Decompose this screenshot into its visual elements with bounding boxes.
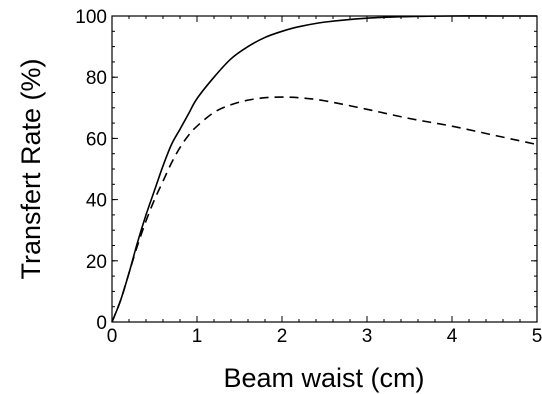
tick-marks: [111, 15, 538, 323]
y-tick-label: 100: [75, 7, 107, 28]
solid-series-line: [111, 15, 537, 323]
x-tick-label: 3: [362, 326, 373, 347]
x-axis-title: Beam waist (cm): [223, 363, 424, 393]
y-axis-title: Transfert Rate (%): [16, 58, 46, 279]
y-tick-label: 20: [86, 252, 107, 273]
series-layer: [111, 15, 538, 323]
y-tick-label: 40: [86, 191, 107, 212]
dashed-series-line: [111, 96, 538, 323]
y-tick-label: 80: [86, 68, 107, 89]
y-tick-label: 0: [96, 313, 107, 334]
x-tick-label: 1: [192, 326, 203, 347]
x-tick-label: 4: [447, 326, 458, 347]
x-tick-label: 2: [277, 326, 288, 347]
tick-labels: 0 1 2 3 4 5 0 20 40 60 80 100: [75, 7, 542, 347]
x-tick-label: 5: [532, 326, 542, 347]
x-tick-label: 0: [107, 326, 118, 347]
plot-frame: [111, 15, 538, 323]
y-tick-label: 60: [86, 129, 107, 150]
